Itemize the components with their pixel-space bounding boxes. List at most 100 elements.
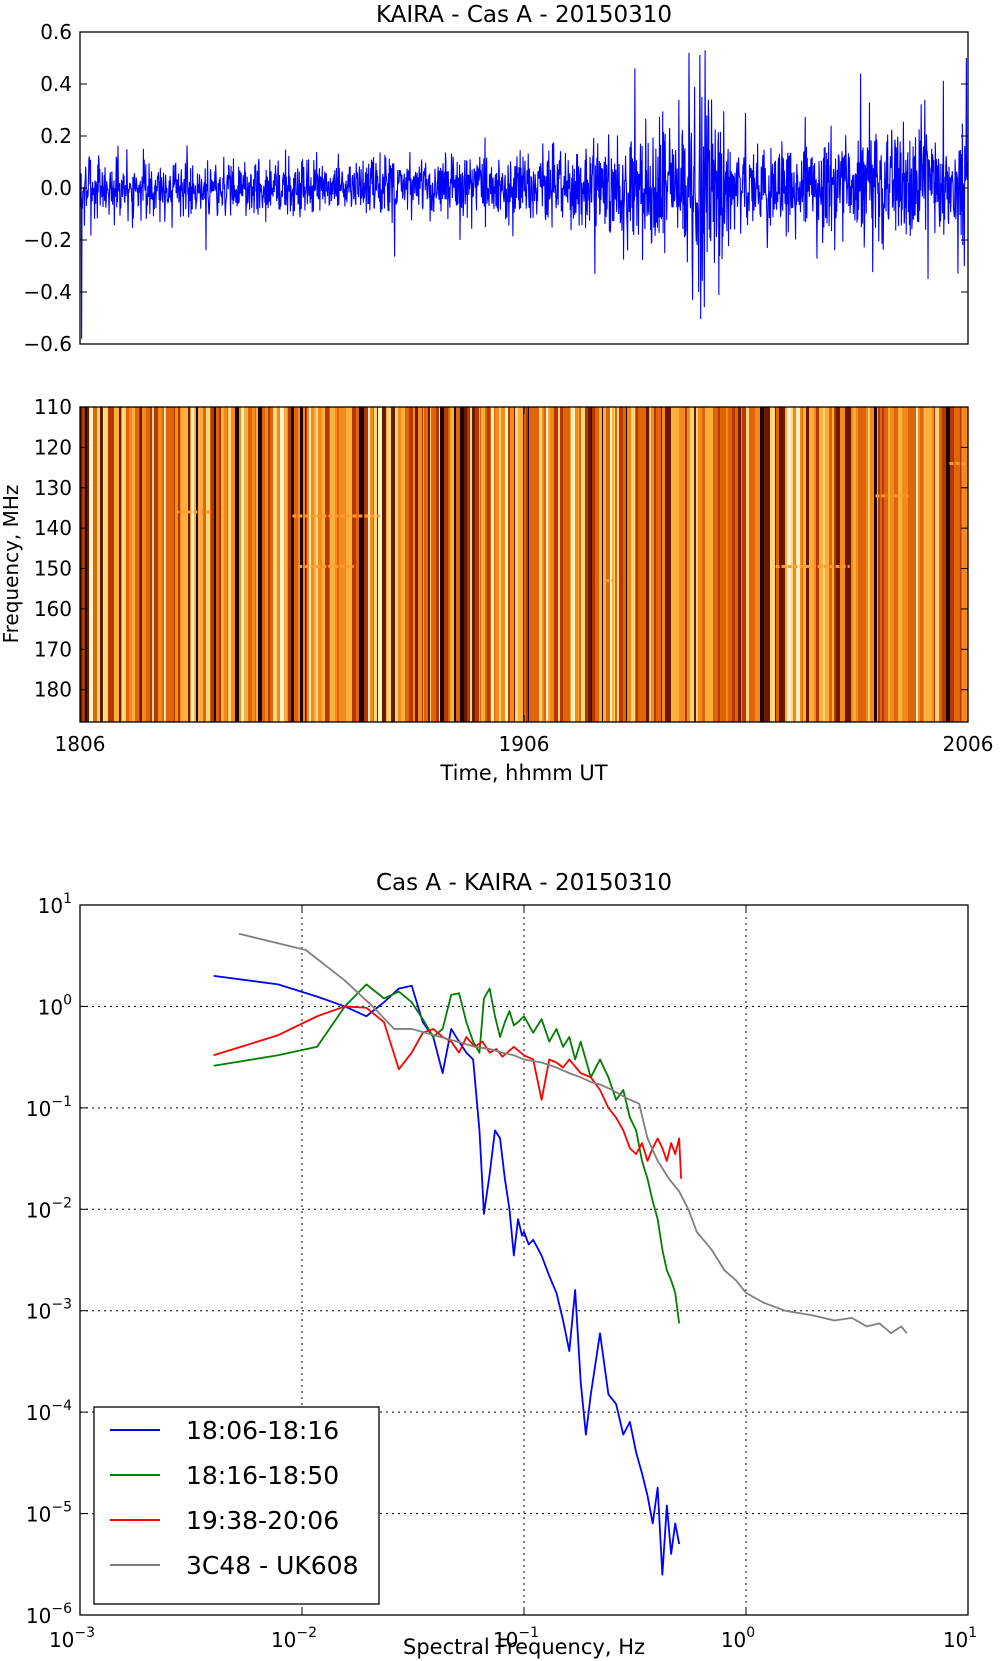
spectrogram-column xyxy=(332,407,336,722)
spectrogram-column xyxy=(219,407,222,722)
spectrogram-column xyxy=(880,407,882,722)
spec-xtick-label: 1806 xyxy=(55,732,106,756)
spectrogram-column xyxy=(100,407,104,722)
spectrogram-column xyxy=(346,407,349,722)
spectrogram-column xyxy=(464,407,468,722)
legend-label-1: 18:06-18:16 xyxy=(186,1416,339,1445)
spectrogram-column xyxy=(273,407,275,722)
spectrogram-column xyxy=(638,407,643,722)
timeseries-title: KAIRA - Cas A - 20150310 xyxy=(376,2,672,28)
spectrogram-column xyxy=(890,407,895,722)
spectrogram-column xyxy=(306,407,308,722)
spectrum-grid xyxy=(80,905,968,1615)
spectrogram-column xyxy=(720,407,725,722)
spectrogram-column xyxy=(82,407,86,722)
spectrogram-column xyxy=(812,407,815,722)
spectrogram-column xyxy=(662,407,666,722)
spectrogram-column xyxy=(732,407,736,722)
spectrogram-column xyxy=(939,407,943,722)
spectrogram-column xyxy=(685,407,688,722)
spectrogram-column xyxy=(651,407,655,722)
spectrogram-column xyxy=(746,407,750,722)
spectrogram-column xyxy=(802,407,804,722)
spectrogram-column xyxy=(166,407,171,722)
spectrogram-column xyxy=(529,407,534,722)
spectrogram-column xyxy=(154,407,159,722)
spectrogram-column xyxy=(508,407,511,722)
spectrogram-column xyxy=(661,407,663,722)
spectrogram-column xyxy=(548,407,551,722)
spectrogram-column xyxy=(356,407,360,722)
spectrogram-column xyxy=(858,407,861,722)
spectrogram-column xyxy=(514,407,516,722)
spectrogram-column xyxy=(359,407,363,722)
spectrogram-column xyxy=(882,407,885,722)
spectrogram-column xyxy=(918,407,921,722)
spectrogram-column xyxy=(422,407,424,722)
spectrogram-column xyxy=(185,407,189,722)
spectrogram-column xyxy=(181,407,186,722)
spectrogram-column xyxy=(405,407,410,722)
spectrogram-column xyxy=(779,407,782,722)
spectrogram-column xyxy=(805,407,807,722)
spectrogram-column xyxy=(235,407,240,722)
spectrogram-x-axis: 1806 1906 2006 xyxy=(55,407,993,756)
spectrogram-column xyxy=(845,407,850,722)
spectrum-title: Cas A - KAIRA - 20150310 xyxy=(376,870,672,896)
spectrogram-column xyxy=(199,407,204,722)
spectrogram-column xyxy=(760,407,765,722)
spectrogram-column xyxy=(362,407,365,722)
spectrogram-column xyxy=(339,407,343,722)
ts-ytick-label: 0.6 xyxy=(40,20,72,44)
spectrogram-column xyxy=(170,407,174,722)
spectrogram-column xyxy=(698,407,703,722)
spectrogram-column xyxy=(270,407,274,722)
spectrogram-column xyxy=(535,407,540,722)
spectrogram-column xyxy=(244,407,249,722)
spectrogram-column xyxy=(204,407,207,722)
spectrogram-column xyxy=(165,407,167,722)
spectrogram-column xyxy=(767,407,771,722)
spectrogram-column xyxy=(505,407,509,722)
spectrum-series-2 xyxy=(213,983,681,1324)
spectrogram-column xyxy=(428,407,431,722)
ts-ytick-label: −0.6 xyxy=(23,332,72,356)
spectrogram-column xyxy=(856,407,859,722)
spectrogram-column xyxy=(510,407,515,722)
spectrogram-column xyxy=(836,407,841,722)
spectrogram-column xyxy=(654,407,657,722)
spec-ytick-label: 120 xyxy=(34,435,72,459)
spectrogram-column xyxy=(274,407,278,722)
spectrogram-column xyxy=(633,407,636,722)
spectrogram-column xyxy=(713,407,716,722)
spectrogram-column xyxy=(542,407,545,722)
spectrogram-column xyxy=(665,407,668,722)
spectrogram-column xyxy=(800,407,803,722)
spectrogram-column xyxy=(268,407,271,722)
spectrogram-column xyxy=(298,407,301,722)
spectrogram-column xyxy=(787,407,792,722)
spectrogram-column xyxy=(224,407,228,722)
spectrogram-column xyxy=(962,407,967,722)
ts-ytick-label: 0.2 xyxy=(40,124,72,148)
spectrogram-column xyxy=(709,407,714,722)
spectrogram-column xyxy=(456,407,461,722)
spectrogram-column xyxy=(606,407,611,722)
spectrogram-column xyxy=(150,407,152,722)
spectrogram-column xyxy=(755,407,760,722)
spectrogram-column xyxy=(416,407,419,722)
spectrogram-column xyxy=(585,407,589,722)
spectrogram-column xyxy=(262,407,266,722)
spectrogram-column xyxy=(588,407,592,722)
legend-box xyxy=(93,1406,380,1605)
spectrogram-column xyxy=(191,407,195,722)
spec-ytick-label: 170 xyxy=(34,637,72,661)
spectrogram-column xyxy=(152,407,155,722)
spectrogram-column xyxy=(398,407,402,722)
spectrogram-column xyxy=(546,407,549,722)
spectrogram-column xyxy=(300,407,304,722)
spectrogram-column xyxy=(374,407,378,722)
spectrogram-column xyxy=(957,407,961,722)
spectrogram-column xyxy=(631,407,634,722)
